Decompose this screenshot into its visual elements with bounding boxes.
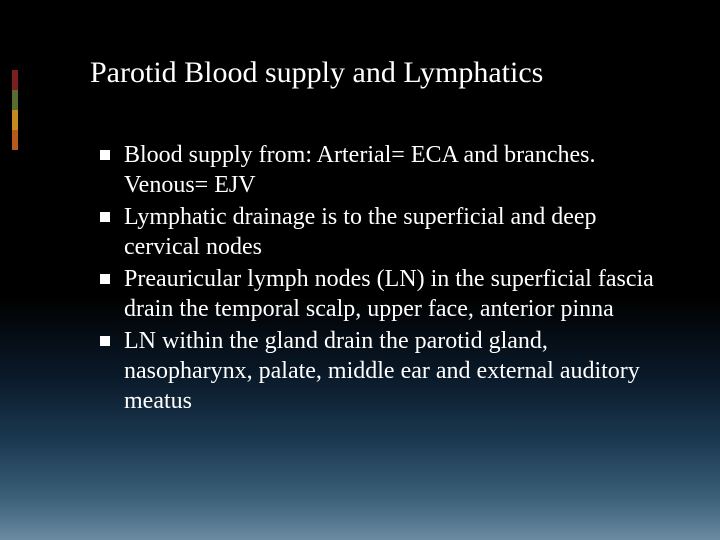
list-item: Preauricular lymph nodes (LN) in the sup… (100, 264, 660, 324)
bullet-text: Preauricular lymph nodes (LN) in the sup… (124, 264, 660, 324)
accent-bar-1 (12, 70, 18, 90)
bullet-icon (100, 274, 110, 284)
accent-bar-4 (12, 130, 18, 150)
slide-content: Blood supply from: Arterial= ECA and bra… (100, 140, 660, 418)
bullet-icon (100, 212, 110, 222)
bullet-text: Lymphatic drainage is to the superficial… (124, 202, 660, 262)
bullet-text: Blood supply from: Arterial= ECA and bra… (124, 140, 660, 200)
list-item: Lymphatic drainage is to the superficial… (100, 202, 660, 262)
list-item: Blood supply from: Arterial= ECA and bra… (100, 140, 660, 200)
bullet-icon (100, 336, 110, 346)
list-item: LN within the gland drain the parotid gl… (100, 326, 660, 416)
slide-title: Parotid Blood supply and Lymphatics (90, 56, 680, 90)
accent-bar-2 (12, 90, 18, 110)
bullet-text: LN within the gland drain the parotid gl… (124, 326, 660, 416)
accent-bar-group (12, 70, 18, 150)
accent-bar-3 (12, 110, 18, 130)
slide: Parotid Blood supply and Lymphatics Bloo… (0, 0, 720, 540)
bullet-icon (100, 150, 110, 160)
